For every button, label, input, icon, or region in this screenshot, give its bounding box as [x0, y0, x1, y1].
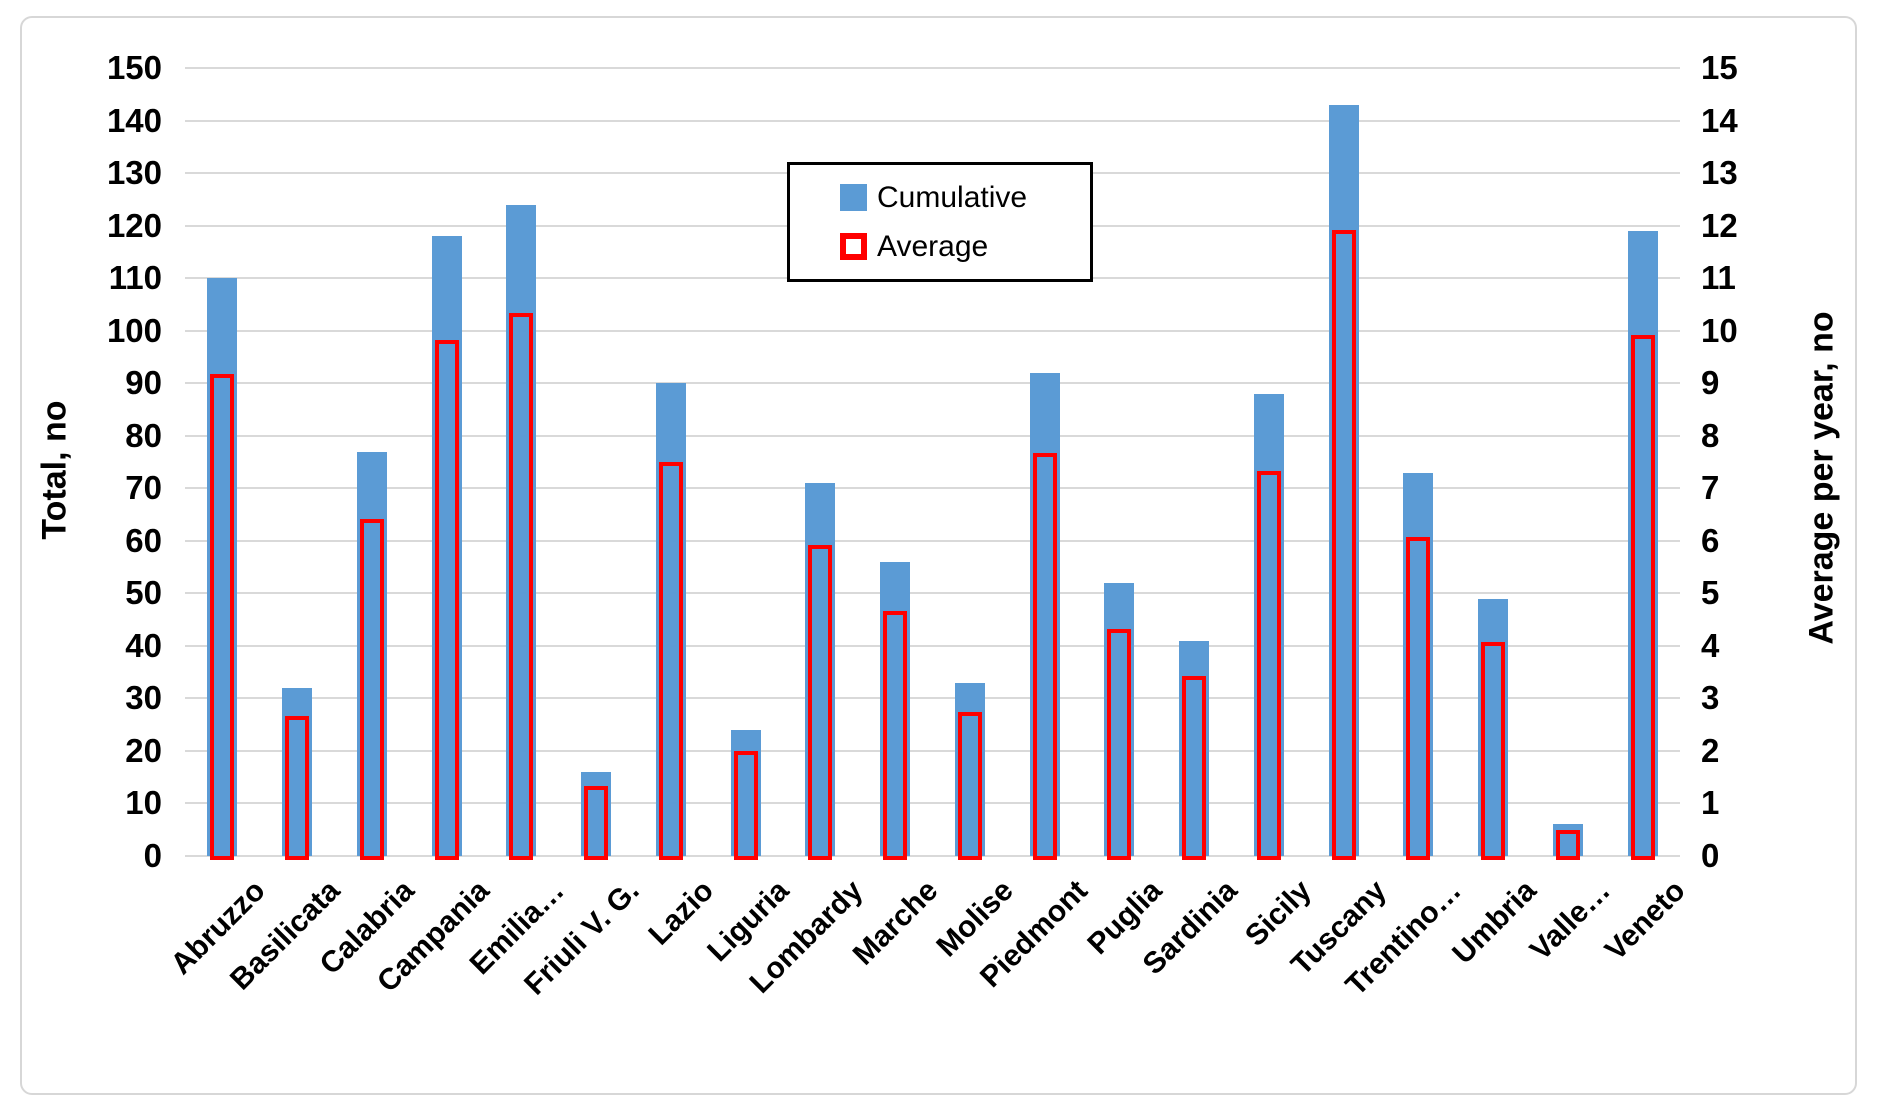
gridline: [185, 749, 1680, 752]
gridline: [185, 119, 1680, 122]
gridline: [185, 697, 1680, 700]
legend-label-average: Average: [877, 229, 989, 263]
bar-group: [858, 68, 933, 860]
bar-group: [1007, 68, 1082, 860]
bar-group: [335, 68, 410, 860]
average-bar: [1406, 536, 1431, 860]
chart-border-frame: [20, 16, 1857, 1095]
average-bar: [434, 339, 459, 860]
left-axis-tick-label: 10: [125, 784, 162, 822]
bar-group: [409, 68, 484, 860]
average-bar: [584, 786, 609, 860]
gridline: [185, 539, 1680, 542]
bar-group: [1082, 68, 1157, 860]
average-bar: [1555, 829, 1580, 860]
left-axis-tick-label: 0: [143, 837, 162, 874]
right-axis-tick-label: 3: [1701, 679, 1720, 717]
left-axis-tick-label: 120: [106, 206, 162, 244]
left-axis-tick-label: 50: [125, 574, 162, 612]
right-axis-tick-label: 4: [1701, 626, 1720, 664]
bar-group: [1232, 68, 1307, 860]
gridline: [185, 592, 1680, 595]
legend-item-average: Average: [840, 230, 1080, 264]
right-axis-tick-label: 15: [1701, 49, 1738, 86]
gridline: [185, 67, 1680, 69]
right-axis-tick-label: 10: [1701, 311, 1738, 349]
gridline: [185, 382, 1680, 385]
average-swatch-icon: [840, 233, 867, 260]
right-axis-tick-label: 12: [1701, 206, 1738, 244]
gridline: [185, 802, 1680, 805]
gridline: [185, 434, 1680, 437]
average-bar: [1032, 453, 1057, 860]
bar-group: [783, 68, 858, 860]
bar-group: [708, 68, 783, 860]
average-bar: [733, 750, 758, 860]
average-bar: [883, 610, 908, 860]
average-bar: [1256, 470, 1281, 860]
average-bar: [1182, 676, 1207, 860]
left-axis-tick-label: 30: [125, 679, 162, 717]
bar-group: [484, 68, 559, 860]
gridline: [185, 329, 1680, 332]
average-bar: [957, 711, 982, 860]
bar-group: [1456, 68, 1531, 860]
right-axis-tick-label: 8: [1701, 416, 1720, 454]
left-axis-tick-label: 130: [106, 154, 162, 192]
right-axis-tick-label: 11: [1701, 259, 1736, 297]
average-bar: [210, 374, 235, 860]
bar-group: [559, 68, 634, 860]
left-axis-tick-label: 80: [125, 416, 162, 454]
bar-group: [1381, 68, 1456, 860]
gridline: [185, 855, 1680, 857]
left-axis-tick-label: 60: [125, 521, 162, 559]
average-bar: [658, 462, 683, 860]
right-axis-tick-label: 2: [1701, 731, 1720, 769]
bar-group: [1605, 68, 1680, 860]
average-bar: [359, 518, 384, 860]
average-bar: [808, 545, 833, 860]
bar-group: [185, 68, 260, 860]
plot-area: Cumulative Average: [185, 67, 1680, 860]
gridline: [185, 487, 1680, 490]
right-axis-tick-label: 5: [1701, 574, 1720, 612]
legend-label-cumulative: Cumulative: [877, 180, 1028, 214]
bar-group: [260, 68, 335, 860]
left-axis-tick-label: 90: [125, 364, 162, 402]
right-axis-tick-label: 1: [1701, 784, 1720, 822]
legend-item-cumulative: Cumulative: [840, 181, 1080, 215]
left-axis-tick-label: 40: [125, 626, 162, 664]
bar-group: [933, 68, 1008, 860]
bar-group: [634, 68, 709, 860]
bar-group: [1306, 68, 1381, 860]
left-axis-tick-label: 70: [125, 469, 162, 507]
bar-group: [1531, 68, 1606, 860]
gridline: [185, 644, 1680, 647]
average-bar: [509, 313, 534, 860]
cumulative-swatch-icon: [840, 184, 867, 211]
left-axis-tick-label: 100: [106, 311, 162, 349]
left-axis-tick-label: 140: [106, 101, 162, 139]
right-axis-tick-label: 14: [1701, 101, 1738, 139]
bar-group: [1157, 68, 1232, 860]
average-bar: [1331, 229, 1356, 860]
left-axis-tick-label: 110: [108, 259, 162, 297]
left-axis-tick-label: 20: [125, 731, 162, 769]
average-bar: [1107, 628, 1132, 860]
average-bar: [1630, 334, 1655, 860]
legend: Cumulative Average: [787, 162, 1093, 282]
right-axis-tick-label: 6: [1701, 521, 1720, 559]
right-axis-tick-label: 13: [1701, 154, 1738, 192]
average-bar: [285, 715, 310, 860]
right-axis-tick-label: 0: [1701, 837, 1720, 874]
right-axis-tick-label: 7: [1701, 469, 1720, 507]
average-bar: [1481, 641, 1506, 860]
left-axis-tick-label: 150: [106, 49, 162, 86]
right-axis-tick-label: 9: [1701, 364, 1720, 402]
